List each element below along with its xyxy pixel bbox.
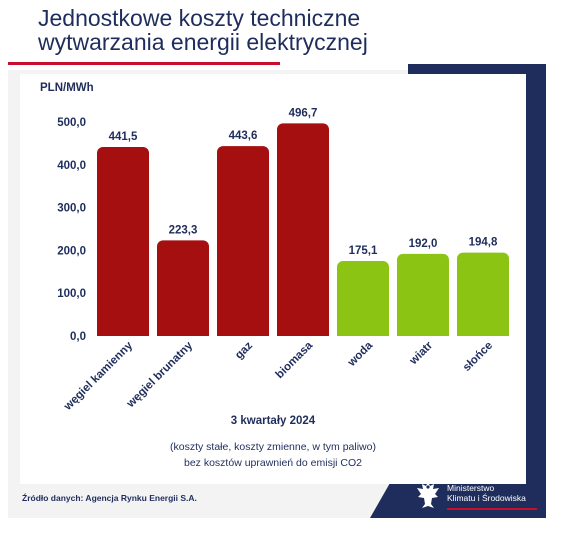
ministry-name-line-2: Klimatu i Środowiska (447, 493, 526, 503)
bar-base (157, 328, 209, 336)
bar (97, 147, 149, 336)
x-tick-label: słońce (461, 340, 495, 374)
title-underline (8, 62, 280, 65)
y-axis-unit-label: PLN/MWh (40, 82, 94, 94)
bar (337, 261, 389, 336)
ministry-logo: Ministerstwo Klimatu i Środowiska (415, 480, 545, 514)
bar (217, 146, 269, 336)
x-tick-label: woda (345, 339, 375, 369)
value-labels: 441,5 223,3 443,6 496,7 175,1 192,0 194,8 (109, 107, 498, 257)
bar-value-label: 192,0 (409, 238, 438, 250)
chart-note-line-1: (koszty stałe, koszty zmienne, w tym pal… (170, 441, 376, 453)
bar-value-label: 443,6 (229, 130, 258, 142)
page-title: Jednostkowe koszty techniczne wytwarzani… (38, 6, 368, 54)
y-tick-label: 200,0 (57, 245, 86, 257)
bar (457, 252, 509, 336)
bar-base (97, 328, 149, 336)
bar-base (457, 328, 509, 336)
bar-value-label: 175,1 (349, 245, 378, 257)
chart-card: PLN/MWh 0,0 100,0 200,0 300,0 400,0 500,0 441… (20, 74, 526, 484)
bar-value-label: 496,7 (289, 107, 318, 119)
data-source-note: Źródło danych: Agencja Rynku Energii S.A… (22, 493, 197, 503)
bar-value-label: 223,3 (169, 224, 198, 236)
y-axis-ticks: 0,0 100,0 200,0 300,0 400,0 500,0 (57, 117, 86, 343)
bar-base (397, 328, 449, 336)
ministry-name: Ministerstwo Klimatu i Środowiska (447, 483, 526, 503)
title-line-2: wytwarzania energii elektrycznej (38, 29, 368, 55)
bar-base (217, 328, 269, 336)
bar-chart: PLN/MWh 0,0 100,0 200,0 300,0 400,0 500,0 441… (40, 82, 509, 469)
chart-note-line-2: bez kosztów uprawnień do emisji CO2 (184, 457, 362, 469)
y-tick-label: 300,0 (57, 203, 86, 215)
bar (277, 123, 329, 336)
eagle-emblem-icon (417, 482, 439, 508)
bars-group (97, 123, 509, 336)
bar-value-label: 194,8 (469, 237, 498, 249)
bar-base (277, 328, 329, 336)
bar-value-label: 441,5 (109, 131, 138, 143)
x-tick-label: gaz (233, 339, 255, 361)
y-tick-label: 0,0 (70, 331, 86, 343)
x-axis-title: 3 kwartały 2024 (231, 415, 316, 427)
x-tick-label: wiatr (407, 339, 436, 368)
y-tick-label: 500,0 (57, 117, 86, 129)
y-tick-label: 400,0 (57, 160, 86, 172)
bar (157, 240, 209, 336)
y-tick-label: 100,0 (57, 288, 86, 300)
bar-base (337, 328, 389, 336)
x-tick-label: węgiel brunatny (124, 339, 196, 411)
flag-stripe (447, 508, 537, 510)
bar (397, 253, 449, 336)
ministry-name-line-1: Ministerstwo (447, 483, 495, 493)
title-line-1: Jednostkowe koszty techniczne (38, 5, 361, 31)
x-tick-label: biomasa (274, 339, 316, 381)
